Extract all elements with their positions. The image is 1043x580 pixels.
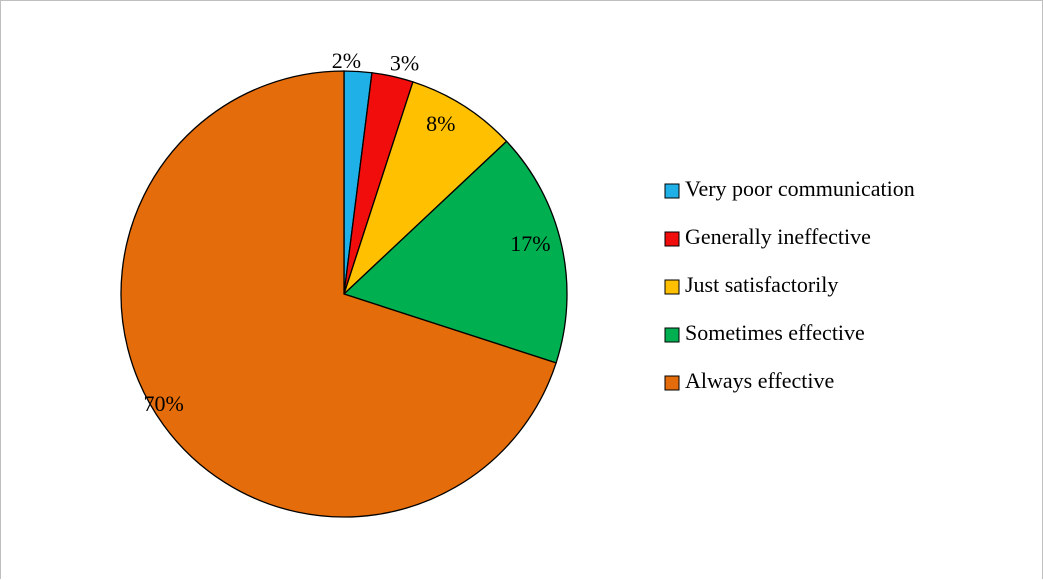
legend-label-always-effective: Always effective bbox=[685, 368, 834, 393]
legend-swatch-generally-ineffective bbox=[664, 231, 680, 247]
pie-slices bbox=[120, 70, 568, 518]
legend-swatch-always-effective bbox=[664, 375, 680, 391]
legend-swatch-sometimes-effective bbox=[664, 327, 680, 343]
data-label-always-effective: 70% bbox=[143, 391, 183, 416]
pie-slice-just-satisfactorily bbox=[343, 81, 508, 295]
legend-label-generally-ineffective: Generally ineffective bbox=[685, 224, 871, 249]
legend-label-just-satisfactorily: Just satisfactorily bbox=[685, 272, 838, 297]
legend-label-sometimes-effective: Sometimes effective bbox=[685, 320, 865, 345]
pie-slice-sometimes-effective bbox=[342, 140, 568, 364]
legend-swatch-very-poor-communication bbox=[664, 183, 680, 199]
pie-slice-always-effective bbox=[120, 70, 557, 518]
legend-label-very-poor-communication: Very poor communication bbox=[685, 176, 915, 201]
pie-data-labels: 2% 3% 8% 17% 70% bbox=[143, 48, 550, 416]
legend-swatch-just-satisfactorily bbox=[664, 279, 680, 295]
data-label-generally-ineffective: 3% bbox=[390, 51, 419, 76]
data-label-just-satisfactorily: 8% bbox=[426, 111, 455, 136]
data-label-sometimes-effective: 17% bbox=[510, 231, 550, 256]
legend: Very poor communication Generally ineffec… bbox=[664, 176, 915, 393]
data-label-very-poor-communication: 2% bbox=[332, 48, 361, 73]
